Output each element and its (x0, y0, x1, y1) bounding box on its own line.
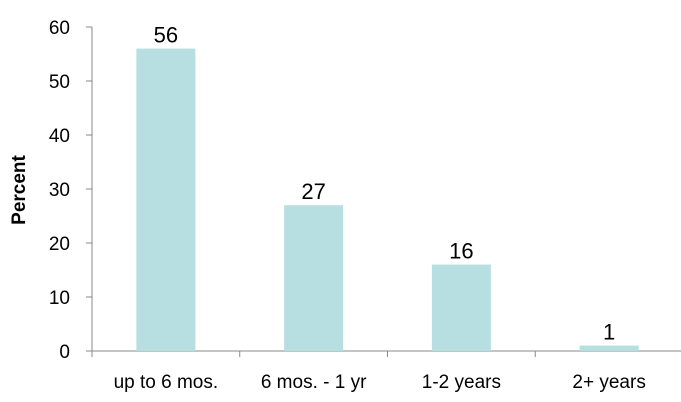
y-tick-label: 20 (49, 234, 70, 255)
x-category-label: up to 6 mos. (114, 372, 219, 393)
y-tick-label: 50 (49, 72, 70, 93)
bar (284, 205, 344, 351)
y-axis-title: Percent (9, 154, 30, 224)
y-tick-label: 60 (49, 18, 70, 39)
y-tick-label: 0 (59, 342, 70, 363)
x-category-label: 6 mos. - 1 yr (261, 372, 367, 393)
x-category-label: 1-2 years (422, 372, 501, 393)
data-label: 56 (154, 23, 178, 48)
x-category-label: 2+ years (572, 372, 645, 393)
bar (431, 264, 491, 351)
data-label: 27 (301, 179, 325, 204)
y-tick-label: 30 (49, 180, 70, 201)
data-label: 1 (603, 320, 615, 345)
data-label: 16 (449, 239, 473, 264)
bar (579, 345, 639, 351)
y-tick-label: 40 (49, 126, 70, 147)
bar (136, 48, 196, 351)
plot-area: 0 10 20 30 40 50 60 56 up to 6 mos. 27 6 mos. - 1 … (49, 18, 681, 393)
y-tick-label: 10 (49, 288, 70, 309)
